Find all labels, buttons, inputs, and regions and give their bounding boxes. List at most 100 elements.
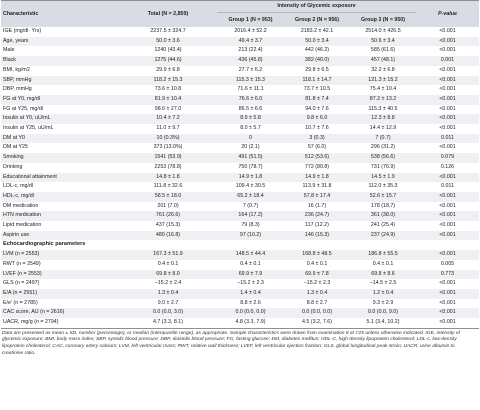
cell-total: 167.3 ± 51.9 (119, 250, 217, 260)
cell-group3: 731 (76.9) (350, 162, 416, 173)
cell-group1: 109.4 ± 30.5 (217, 182, 284, 192)
cell-group2: 81.8 ± 7.4 (284, 94, 350, 105)
cell-group2: 0.4 ± 0.1 (284, 259, 350, 270)
table-footnote: Data are presented as mean ± SD, number … (2, 330, 460, 356)
cell-group3: 178 (18.7) (350, 201, 416, 212)
cell-group2: 29.8 ± 6.5 (284, 65, 350, 76)
cell-characteristic: DM at Y25 (1, 143, 119, 154)
cell-pvalue: <0.001 (416, 27, 479, 37)
cell-group2: 512 (53.6) (284, 153, 350, 163)
cell-pvalue: <0.001 (416, 201, 479, 212)
cell-group2: 236 (24.7) (284, 211, 350, 222)
cell-total: 1.3 ± 0.4 (119, 288, 217, 299)
cell-total: −15.2 ± 2.4 (119, 279, 217, 289)
cell-characteristic: FG at Y0, mg/dl (1, 94, 119, 105)
cell-group1: 71.6 ± 11.1 (217, 85, 284, 95)
cell-group3: −14.5 ± 2.5 (350, 279, 416, 289)
cell-group3: 5.1 (3.4, 10.2) (350, 318, 416, 329)
cell-characteristic: Educational attainment (1, 172, 119, 183)
header-intensity-group: Intensity of Glycemic exposure (217, 0, 416, 13)
cell-characteristic: LVEF (n = 2553) (1, 269, 119, 280)
cell-group2: 16 (1.7) (284, 201, 350, 212)
cell-group3: 585 (61.6) (350, 46, 416, 57)
cell-group1: 27.7 ± 6.2 (217, 65, 284, 76)
cell-pvalue: <0.001 (416, 46, 479, 57)
cell-group2: 772 (80.8) (284, 162, 350, 173)
cell-group3: 75.4 ± 10.4 (350, 85, 416, 95)
table-row: FG at Y25, mg/dl 98.6 ± 27.0 86.5 ± 6.6 94.… (1, 104, 479, 115)
cell-group1: 491 (51.5) (217, 153, 284, 163)
cell-group2: 57 (6.0) (284, 143, 350, 154)
cell-characteristic: GLS (n = 2497) (1, 279, 119, 289)
cell-group1: 97 (10.2) (217, 230, 284, 241)
table-body: IGE (mg/dl· Yrs) 2237.5 ± 324.7 2016.4 ± 5… (1, 27, 479, 329)
cell-characteristic: BMI, kg/m2 (1, 65, 119, 76)
cell-total: 373 (13.0%) (119, 143, 217, 154)
cell-total: 10.4 ± 7.2 (119, 114, 217, 125)
cell-group3: 457 (48.1) (350, 56, 416, 66)
header-total: Total (N = 2,859) (119, 0, 217, 27)
cell-group3: 121.3 ± 15.2 (350, 75, 416, 86)
table-row: Aspirin use 480 (16.8) 97 (10.2) 146 (15.3)… (1, 230, 479, 241)
cell-group2: 113.9 ± 31.8 (284, 182, 350, 192)
cell-group1: 65.2 ± 18.4 (217, 191, 284, 202)
cell-group1: 14.9 ± 1.8 (217, 172, 284, 183)
cell-group2: −15.2 ± 2.3 (284, 279, 350, 289)
cell-group1: 79 (8.3) (217, 221, 284, 231)
table-row: FG at Y0, mg/dl 81.9 ± 10.4 76.6 ± 6.0 81.8… (1, 94, 479, 105)
cell-group1: 115.3 ± 15.3 (217, 75, 284, 86)
cell-total: 4.7 (3.3, 8.1) (119, 318, 217, 329)
cell-characteristic: Age, years (1, 36, 119, 47)
cell-group3: 0.4 ± 0.1 (350, 259, 416, 270)
cell-total: 118.2 ± 15.3 (119, 75, 217, 86)
cell-pvalue: <0.001 (416, 114, 479, 125)
cell-group2: 50.0 ± 3.4 (284, 36, 350, 47)
cell-group3: 1.2 ± 0.4 (350, 288, 416, 299)
cell-pvalue: <0.001 (416, 279, 479, 289)
cell-pvalue: <0.001 (416, 85, 479, 95)
cell-total: 0.4 ± 0.1 (119, 259, 217, 270)
cell-group3: 9.3 ± 2.9 (350, 298, 416, 309)
table-row: Age, years 50.0 ± 3.6 49.4 ± 3.7 50.0 ± 3.4… (1, 36, 479, 47)
cell-group1: 436 (45.8) (217, 56, 284, 66)
cell-group2: 0.0 (0.0, 0.0) (284, 308, 350, 319)
cell-group2: 1.3 ± 0.4 (284, 288, 350, 299)
cell-group2: 57.8 ± 17.4 (284, 191, 350, 202)
header-group3: Group 3 (N = 950) (350, 12, 416, 27)
cell-group2: 442 (46.2) (284, 46, 350, 57)
table-row: RWT (n = 2549) 0.4 ± 0.1 0.4 ± 0.1 0.4 ± 0.… (1, 259, 479, 270)
cell-total: 480 (16.8) (119, 230, 217, 241)
table-row: SBP, mmHg 118.2 ± 15.3 115.3 ± 15.3 118.1 ±… (1, 75, 479, 86)
table-row: BMI, kg/m2 29.9 ± 6.8 27.7 ± 6.2 29.8 ± 6.5… (1, 65, 479, 76)
cell-group2: 73.7 ± 10.5 (284, 85, 350, 95)
cell-total: 10 (0.3%) (119, 133, 217, 144)
cell-characteristic: E/A (n = 2551) (1, 288, 119, 299)
table-row: DBP, mmHg 73.6 ± 10.8 71.6 ± 11.1 73.7 ± 10… (1, 85, 479, 95)
table-row: DM medication 201 (7.0) 7 (0.7) 16 (1.7) 178… (1, 201, 479, 212)
cell-group3: 50.6 ± 3.4 (350, 36, 416, 47)
cell-pvalue: <0.001 (416, 94, 479, 105)
cell-total: 50.0 ± 3.6 (119, 36, 217, 47)
cell-group3: 538 (56.6) (350, 153, 416, 163)
cell-characteristic: LVM (n = 2553) (1, 250, 119, 260)
cell-total: 81.9 ± 10.4 (119, 94, 217, 105)
cell-group1: 69.9 ± 7.9 (217, 269, 284, 280)
cell-total: 2237.5 ± 324.7 (119, 27, 217, 37)
cell-group1: 0 (217, 133, 284, 144)
cell-total: 69.8 ± 8.0 (119, 269, 217, 280)
cell-group1: 750 (78.7) (217, 162, 284, 173)
table-row: LVEF (n = 2553) 69.8 ± 8.0 69.9 ± 7.9 69.9 … (1, 269, 479, 280)
header-pvalue: P-value (416, 0, 479, 27)
cell-pvalue: <0.001 (416, 124, 479, 134)
table-row: E/e' (n = 2785) 9.0 ± 2.7 8.8 ± 2.6 8.8 ± 2… (1, 298, 479, 309)
cell-total: 1275 (44.6) (119, 56, 217, 66)
cell-total: 437 (15.3) (119, 221, 217, 231)
cell-characteristic: Male (1, 46, 119, 57)
cell-group1: 7 (0.7) (217, 201, 284, 212)
cell-pvalue: <0.001 (416, 230, 479, 241)
cell-group3: 12.3 ± 8.8 (350, 114, 416, 125)
cell-group2: 118.1 ± 14.7 (284, 75, 350, 86)
cell-pvalue: <0.001 (416, 143, 479, 154)
table-row: DM at Y0 10 (0.3%) 0 3 (0.3) 7 (0.7) 0.011 (1, 133, 479, 144)
cell-pvalue: <0.001 (416, 191, 479, 202)
